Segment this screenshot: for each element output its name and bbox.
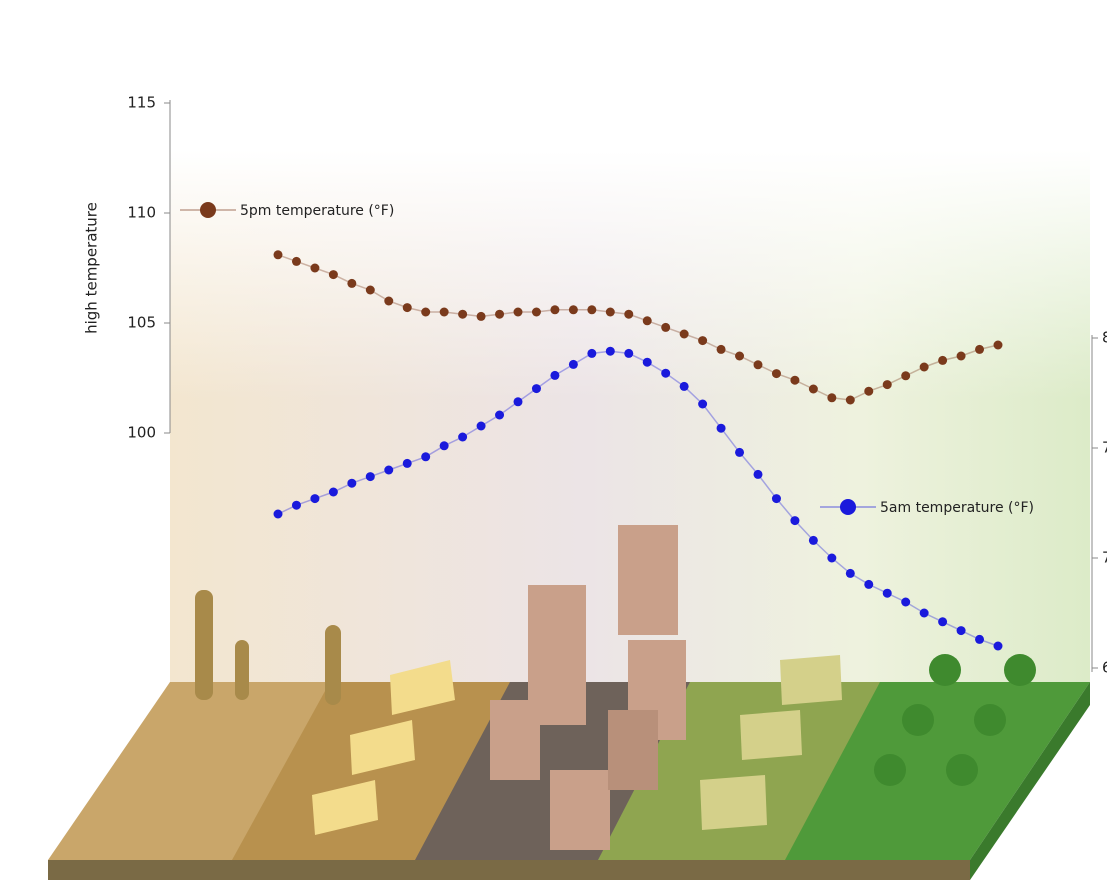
data-point [808, 535, 818, 545]
data-point [864, 579, 874, 589]
data-point [956, 351, 966, 361]
legend-label: 5am temperature (°F) [880, 500, 1034, 516]
data-point [919, 608, 929, 618]
y-tick-label: 100 [127, 424, 156, 442]
data-point [827, 393, 837, 403]
data-point [568, 305, 578, 315]
data-point [531, 307, 541, 317]
data-point [495, 309, 505, 319]
data-point [587, 305, 597, 315]
data-point [365, 472, 375, 482]
data-point [735, 447, 745, 457]
data-point [790, 375, 800, 385]
y-tick-label: 110 [127, 204, 156, 222]
data-point [439, 307, 449, 317]
data-point [291, 256, 301, 266]
data-point [716, 423, 726, 433]
y2-tick-label: 75 [1102, 439, 1107, 457]
data-point [771, 494, 781, 504]
data-point [624, 348, 634, 358]
data-point [864, 386, 874, 396]
y-tick-label: 115 [127, 94, 156, 112]
y2-tick-label: 70 [1102, 549, 1107, 567]
data-point [975, 634, 985, 644]
data-point [421, 307, 431, 317]
data-point [993, 340, 1003, 350]
data-point [439, 441, 449, 451]
y-axis-title: high temperature [83, 202, 101, 334]
data-point [661, 322, 671, 332]
data-point [347, 278, 357, 288]
data-point [624, 309, 634, 319]
data-point [698, 336, 708, 346]
data-point [513, 307, 523, 317]
y2-tick-label: 80 [1102, 329, 1107, 347]
data-point [273, 250, 283, 260]
data-point [956, 626, 966, 636]
data-point [310, 494, 320, 504]
data-point [661, 368, 671, 378]
data-point [365, 285, 375, 295]
data-point [716, 344, 726, 354]
data-point [513, 397, 523, 407]
data-point [291, 500, 301, 510]
data-point [310, 263, 320, 273]
legend-marker [840, 499, 856, 515]
data-point [328, 487, 338, 497]
data-point [698, 399, 708, 409]
illustration [48, 150, 1090, 880]
data-point [882, 588, 892, 598]
legend-label: 5pm temperature (°F) [240, 203, 394, 219]
data-point [642, 357, 652, 367]
data-point [975, 344, 985, 354]
data-point [402, 458, 412, 468]
data-point [919, 362, 929, 372]
data-point [808, 384, 818, 394]
data-point [938, 355, 948, 365]
data-point [421, 452, 431, 462]
series-line [277, 254, 999, 401]
data-point [790, 516, 800, 526]
data-point [845, 568, 855, 578]
data-point [402, 303, 412, 313]
data-point [605, 307, 615, 317]
data-point [882, 380, 892, 390]
data-point [384, 296, 394, 306]
data-point [993, 641, 1003, 651]
data-point [605, 346, 615, 356]
data-point [476, 421, 486, 431]
data-point [495, 410, 505, 420]
data-point [550, 370, 560, 380]
legend-marker [200, 202, 216, 218]
data-point [753, 360, 763, 370]
data-point [938, 617, 948, 627]
data-point [771, 369, 781, 379]
data-point [568, 359, 578, 369]
data-point [735, 351, 745, 361]
data-point [458, 432, 468, 442]
y-tick-label: 105 [127, 314, 156, 332]
data-point [531, 384, 541, 394]
data-point [642, 316, 652, 326]
data-point [347, 478, 357, 488]
data-point [679, 381, 689, 391]
series-line [277, 350, 999, 647]
data-point [901, 597, 911, 607]
data-point [901, 371, 911, 381]
data-point [550, 305, 560, 315]
data-point [328, 270, 338, 280]
data-point [587, 348, 597, 358]
data-point [458, 309, 468, 319]
data-point [753, 469, 763, 479]
data-point [476, 311, 486, 321]
data-point [845, 395, 855, 405]
data-point [679, 329, 689, 339]
data-point [827, 553, 837, 563]
data-point [273, 509, 283, 519]
data-point [384, 465, 394, 475]
y2-tick-label: 65 [1102, 659, 1107, 677]
